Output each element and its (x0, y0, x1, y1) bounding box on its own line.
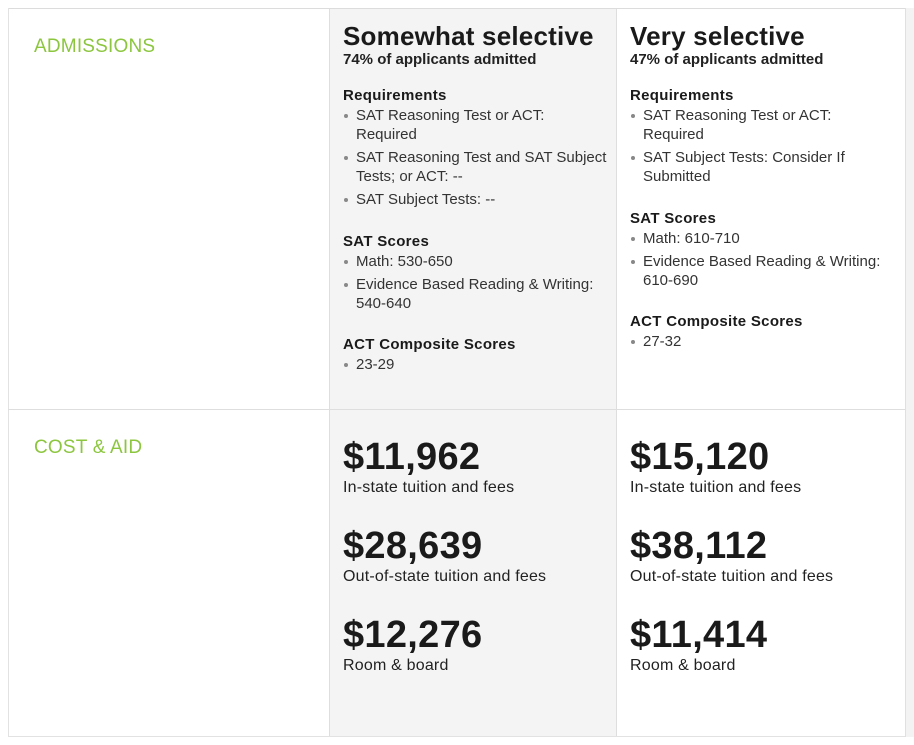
in-state-tuition-label: In-state tuition and fees (630, 479, 802, 496)
admit-rate: 74% of applicants admitted (343, 51, 537, 68)
cost-column-1: $11,962 In-state tuition and fees $28,63… (343, 436, 608, 676)
list-item: Evidence Based Reading & Writing: 610-69… (630, 252, 895, 290)
act-scores-list: 23-29 (343, 355, 608, 374)
requirements-list: SAT Reasoning Test or ACT: Required SAT … (630, 106, 895, 186)
cost-column-2: $15,120 In-state tuition and fees $38,11… (630, 436, 895, 676)
list-item: SAT Reasoning Test or ACT: Required (343, 106, 608, 144)
list-item: Evidence Based Reading & Writing: 540-64… (343, 275, 608, 313)
cost-item: $11,414 Room & board (630, 614, 895, 676)
out-of-state-tuition-label: Out-of-state tuition and fees (630, 568, 834, 585)
admissions-section-label: ADMISSIONS (34, 36, 156, 57)
out-of-state-tuition-amount: $38,112 (630, 525, 768, 567)
act-scores-title: ACT Composite Scores (630, 313, 803, 330)
out-of-state-tuition-amount: $28,639 (343, 525, 483, 567)
list-item: SAT Subject Tests: Consider If Submitted (630, 148, 895, 186)
room-board-label: Room & board (343, 657, 449, 674)
list-item: Math: 530-650 (343, 252, 608, 271)
requirements-title: Requirements (343, 87, 447, 104)
selectivity-title: Very selective (630, 21, 805, 51)
room-board-label: Room & board (630, 657, 736, 674)
requirements-list: SAT Reasoning Test or ACT: Required SAT … (343, 106, 608, 209)
requirements-title: Requirements (630, 87, 734, 104)
sat-scores-list: Math: 530-650 Evidence Based Reading & W… (343, 252, 608, 313)
divider (329, 9, 330, 736)
divider (8, 736, 905, 737)
cost-item: $15,120 In-state tuition and fees (630, 436, 895, 498)
list-item: SAT Subject Tests: -- (343, 190, 608, 209)
cost-item: $11,962 In-state tuition and fees (343, 436, 608, 498)
list-item: SAT Reasoning Test or ACT: Required (630, 106, 895, 144)
out-of-state-tuition-label: Out-of-state tuition and fees (343, 568, 547, 585)
cost-item: $38,112 Out-of-state tuition and fees (630, 525, 895, 587)
section-divider (8, 409, 905, 410)
in-state-tuition-label: In-state tuition and fees (343, 479, 515, 496)
divider (8, 8, 914, 9)
sat-scores-title: SAT Scores (343, 233, 430, 250)
list-item: Math: 610-710 (630, 229, 895, 248)
list-item: 27-32 (630, 332, 895, 351)
cost-aid-section-label: COST & AID (34, 437, 143, 458)
in-state-tuition-amount: $15,120 (630, 436, 770, 478)
act-scores-list: 27-32 (630, 332, 895, 351)
cost-item: $12,276 Room & board (343, 614, 608, 676)
divider (8, 8, 9, 737)
room-board-amount: $11,414 (630, 614, 768, 656)
list-item: 23-29 (343, 355, 608, 374)
sat-scores-list: Math: 610-710 Evidence Based Reading & W… (630, 229, 895, 290)
divider (616, 9, 617, 736)
list-item: SAT Reasoning Test and SAT Subject Tests… (343, 148, 608, 186)
selectivity-title: Somewhat selective (343, 21, 594, 51)
next-column-edge (905, 8, 914, 737)
column-highlight (330, 9, 616, 736)
sat-scores-title: SAT Scores (630, 210, 717, 227)
in-state-tuition-amount: $11,962 (343, 436, 481, 478)
admissions-column-2: Very selective 47% of applicants admitte… (630, 21, 895, 355)
room-board-amount: $12,276 (343, 614, 483, 656)
admissions-column-1: Somewhat selective 74% of applicants adm… (343, 21, 608, 378)
admit-rate: 47% of applicants admitted (630, 51, 824, 68)
cost-item: $28,639 Out-of-state tuition and fees (343, 525, 608, 587)
act-scores-title: ACT Composite Scores (343, 336, 516, 353)
